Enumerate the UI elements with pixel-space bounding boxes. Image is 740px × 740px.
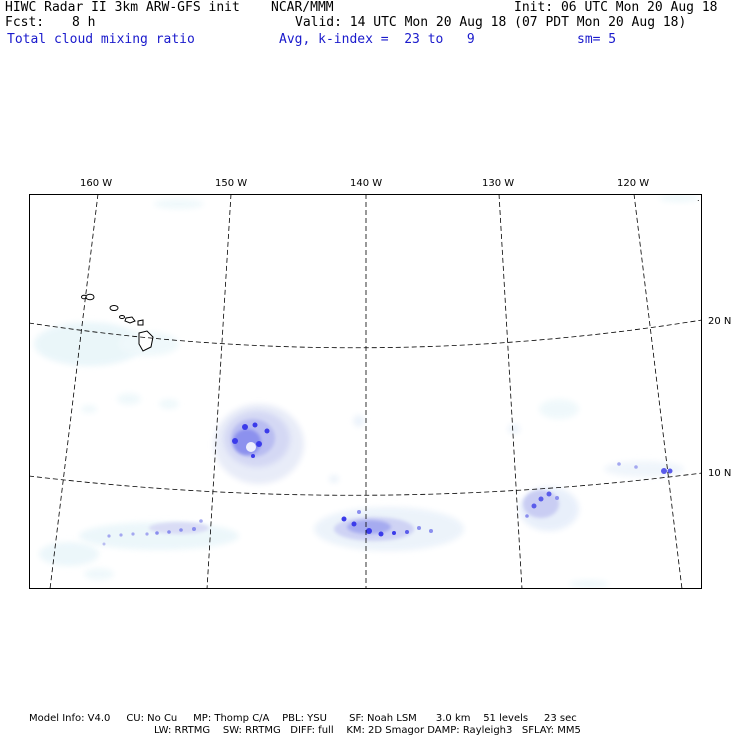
map-panel: . bbox=[29, 194, 702, 589]
hawaiian-islands bbox=[81, 293, 154, 352]
cloud-band-155w bbox=[102, 519, 209, 546]
lat-label-20n: 20 N bbox=[708, 316, 732, 327]
map-frame bbox=[29, 194, 702, 589]
corner-mark: . bbox=[697, 194, 700, 203]
lon-label-120w: 120 W bbox=[617, 178, 650, 189]
lon-label-150w: 150 W bbox=[215, 178, 248, 189]
graticule bbox=[29, 194, 702, 589]
lon-label-140w: 140 W bbox=[350, 178, 383, 189]
convective-cluster-127w bbox=[523, 490, 559, 518]
model-title: HIWC Radar II 3km ARW-GFS init bbox=[5, 0, 240, 15]
cloud-cells-120w bbox=[617, 462, 673, 474]
smoothing-label: sm= 5 bbox=[577, 32, 617, 47]
org-label: NCAR/MMM bbox=[271, 0, 334, 15]
lon-label-130w: 130 W bbox=[482, 178, 515, 189]
field-name: Total cloud mixing ratio bbox=[7, 32, 195, 47]
model-info-line1: Model Info: V4.0 CU: No Cu MP: Thomp C/A… bbox=[29, 713, 577, 724]
lon-label-160w: 160 W bbox=[80, 178, 113, 189]
init-time: Init: 06 UTC Mon 20 Aug 18 bbox=[514, 0, 718, 15]
forecast-label: Fcst: bbox=[5, 15, 45, 30]
convective-cluster-140w bbox=[334, 510, 433, 541]
storm-system bbox=[214, 404, 304, 484]
lat-label-10n: 10 N bbox=[708, 468, 732, 479]
model-info-line2: LW: RRTMG SW: RRTMG DIFF: full KM: 2D Sm… bbox=[154, 725, 581, 736]
valid-time: Valid: 14 UTC Mon 20 Aug 18 (07 PDT Mon … bbox=[295, 15, 687, 30]
forecast-hour: 8 h bbox=[72, 15, 96, 30]
avg-k-index: Avg, k-index = 23 to 9 bbox=[279, 32, 475, 47]
